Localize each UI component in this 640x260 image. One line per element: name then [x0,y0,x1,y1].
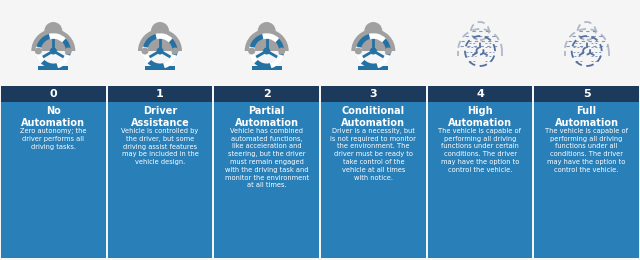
Circle shape [50,48,57,55]
Text: High
Automation: High Automation [448,106,512,128]
Text: 2: 2 [263,89,271,99]
FancyBboxPatch shape [214,102,319,258]
Circle shape [385,48,392,55]
FancyBboxPatch shape [252,66,282,70]
Wedge shape [138,29,182,51]
Wedge shape [244,29,289,51]
Text: Zero autonomy; the
driver performs all
driving tasks.: Zero autonomy; the driver performs all d… [20,128,86,150]
FancyBboxPatch shape [214,86,319,102]
FancyBboxPatch shape [108,102,212,258]
FancyBboxPatch shape [108,86,212,102]
Circle shape [364,22,382,40]
Wedge shape [351,29,396,51]
Text: The vehicle is capable of
performing all driving
functions under all
conditions.: The vehicle is capable of performing all… [545,128,628,173]
Text: 4: 4 [476,89,484,99]
Text: 0: 0 [49,89,57,99]
Text: Full
Automation: Full Automation [555,106,619,128]
FancyBboxPatch shape [321,102,426,258]
FancyBboxPatch shape [38,66,68,70]
Text: Partial
Automation: Partial Automation [235,106,299,128]
Text: The vehicle is capable of
performing all driving
functions under certain
conditi: The vehicle is capable of performing all… [438,128,522,173]
Circle shape [278,48,285,55]
Text: No
Automation: No Automation [21,106,85,128]
FancyBboxPatch shape [145,66,175,70]
Text: Vehicle is controlled by
the driver, but some
driving assist features
may be inc: Vehicle is controlled by the driver, but… [122,128,198,165]
Text: 1: 1 [156,89,164,99]
Wedge shape [31,29,76,51]
Text: Vehicle has combined
automated functions,
like acceleration and
steering, but th: Vehicle has combined automated functions… [225,128,308,188]
Circle shape [151,22,169,40]
Circle shape [248,48,255,55]
Circle shape [370,48,377,55]
FancyBboxPatch shape [428,86,532,102]
FancyBboxPatch shape [358,66,388,70]
Circle shape [141,48,148,55]
Text: Driver
Assistance: Driver Assistance [131,106,189,128]
Circle shape [172,48,179,55]
Circle shape [157,48,163,55]
Circle shape [44,22,62,40]
Text: 5: 5 [583,89,591,99]
Circle shape [263,48,270,55]
Circle shape [258,22,276,40]
Circle shape [355,48,362,55]
FancyBboxPatch shape [428,102,532,258]
FancyBboxPatch shape [534,86,639,102]
FancyBboxPatch shape [1,86,106,102]
FancyBboxPatch shape [1,102,106,258]
FancyBboxPatch shape [321,86,426,102]
FancyBboxPatch shape [534,102,639,258]
Circle shape [35,48,42,55]
Text: Conditional
Automation: Conditional Automation [341,106,405,128]
Text: Driver is a necessity, but
is not required to monitor
the environment. The
drive: Driver is a necessity, but is not requir… [330,128,416,180]
Circle shape [65,48,72,55]
Text: 3: 3 [369,89,377,99]
